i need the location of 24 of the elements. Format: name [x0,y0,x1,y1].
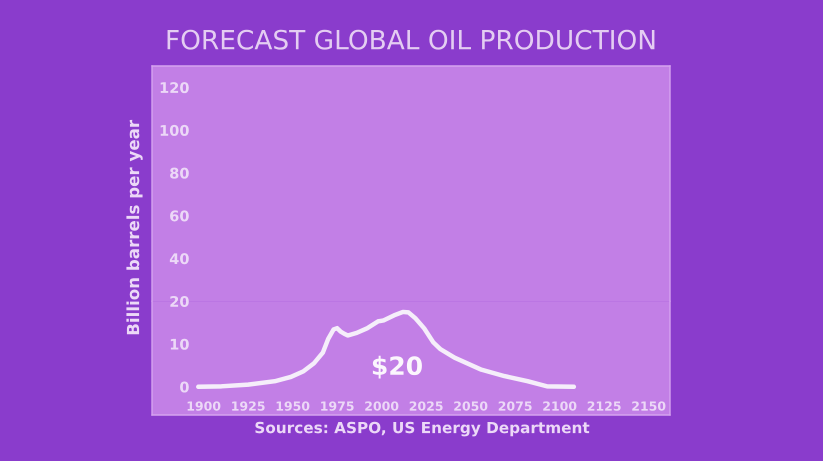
x-tick-label: 2050 [454,401,488,411]
chart-title: FORECAST GLOBAL OIL PRODUCTION [168,30,654,50]
y-axis-title: Billion barrels per year [126,120,143,334]
x-tick-label: 2025 [410,401,443,411]
y-tick-label: 20 [170,296,189,307]
y-tick-label: 40 [170,253,189,264]
x-tick-label: 1975 [321,401,354,411]
y-tick-label: 0 [180,381,189,393]
x-tick-label: 1925 [232,401,265,411]
annotation: $20 [372,356,422,378]
x-tick-label: 1950 [276,401,310,411]
x-tick-label: 2075 [498,401,532,411]
line-series [196,310,576,389]
x-tick-label: 2125 [588,401,621,411]
y-tick-label: 120 [160,82,189,94]
y-tick-label: 100 [160,124,189,136]
x-tick-label: 2100 [543,401,576,411]
x-tick-label: 1900 [188,401,220,411]
y-tick-label: 60 [170,210,189,222]
y-tick-label: 10 [170,338,189,350]
x-tick-label: 2000 [365,401,398,411]
y-tick-label: 80 [170,168,189,179]
source-note: Sources: ASPO, US Energy Department [255,422,590,436]
x-tick-label: 2150 [632,401,666,411]
